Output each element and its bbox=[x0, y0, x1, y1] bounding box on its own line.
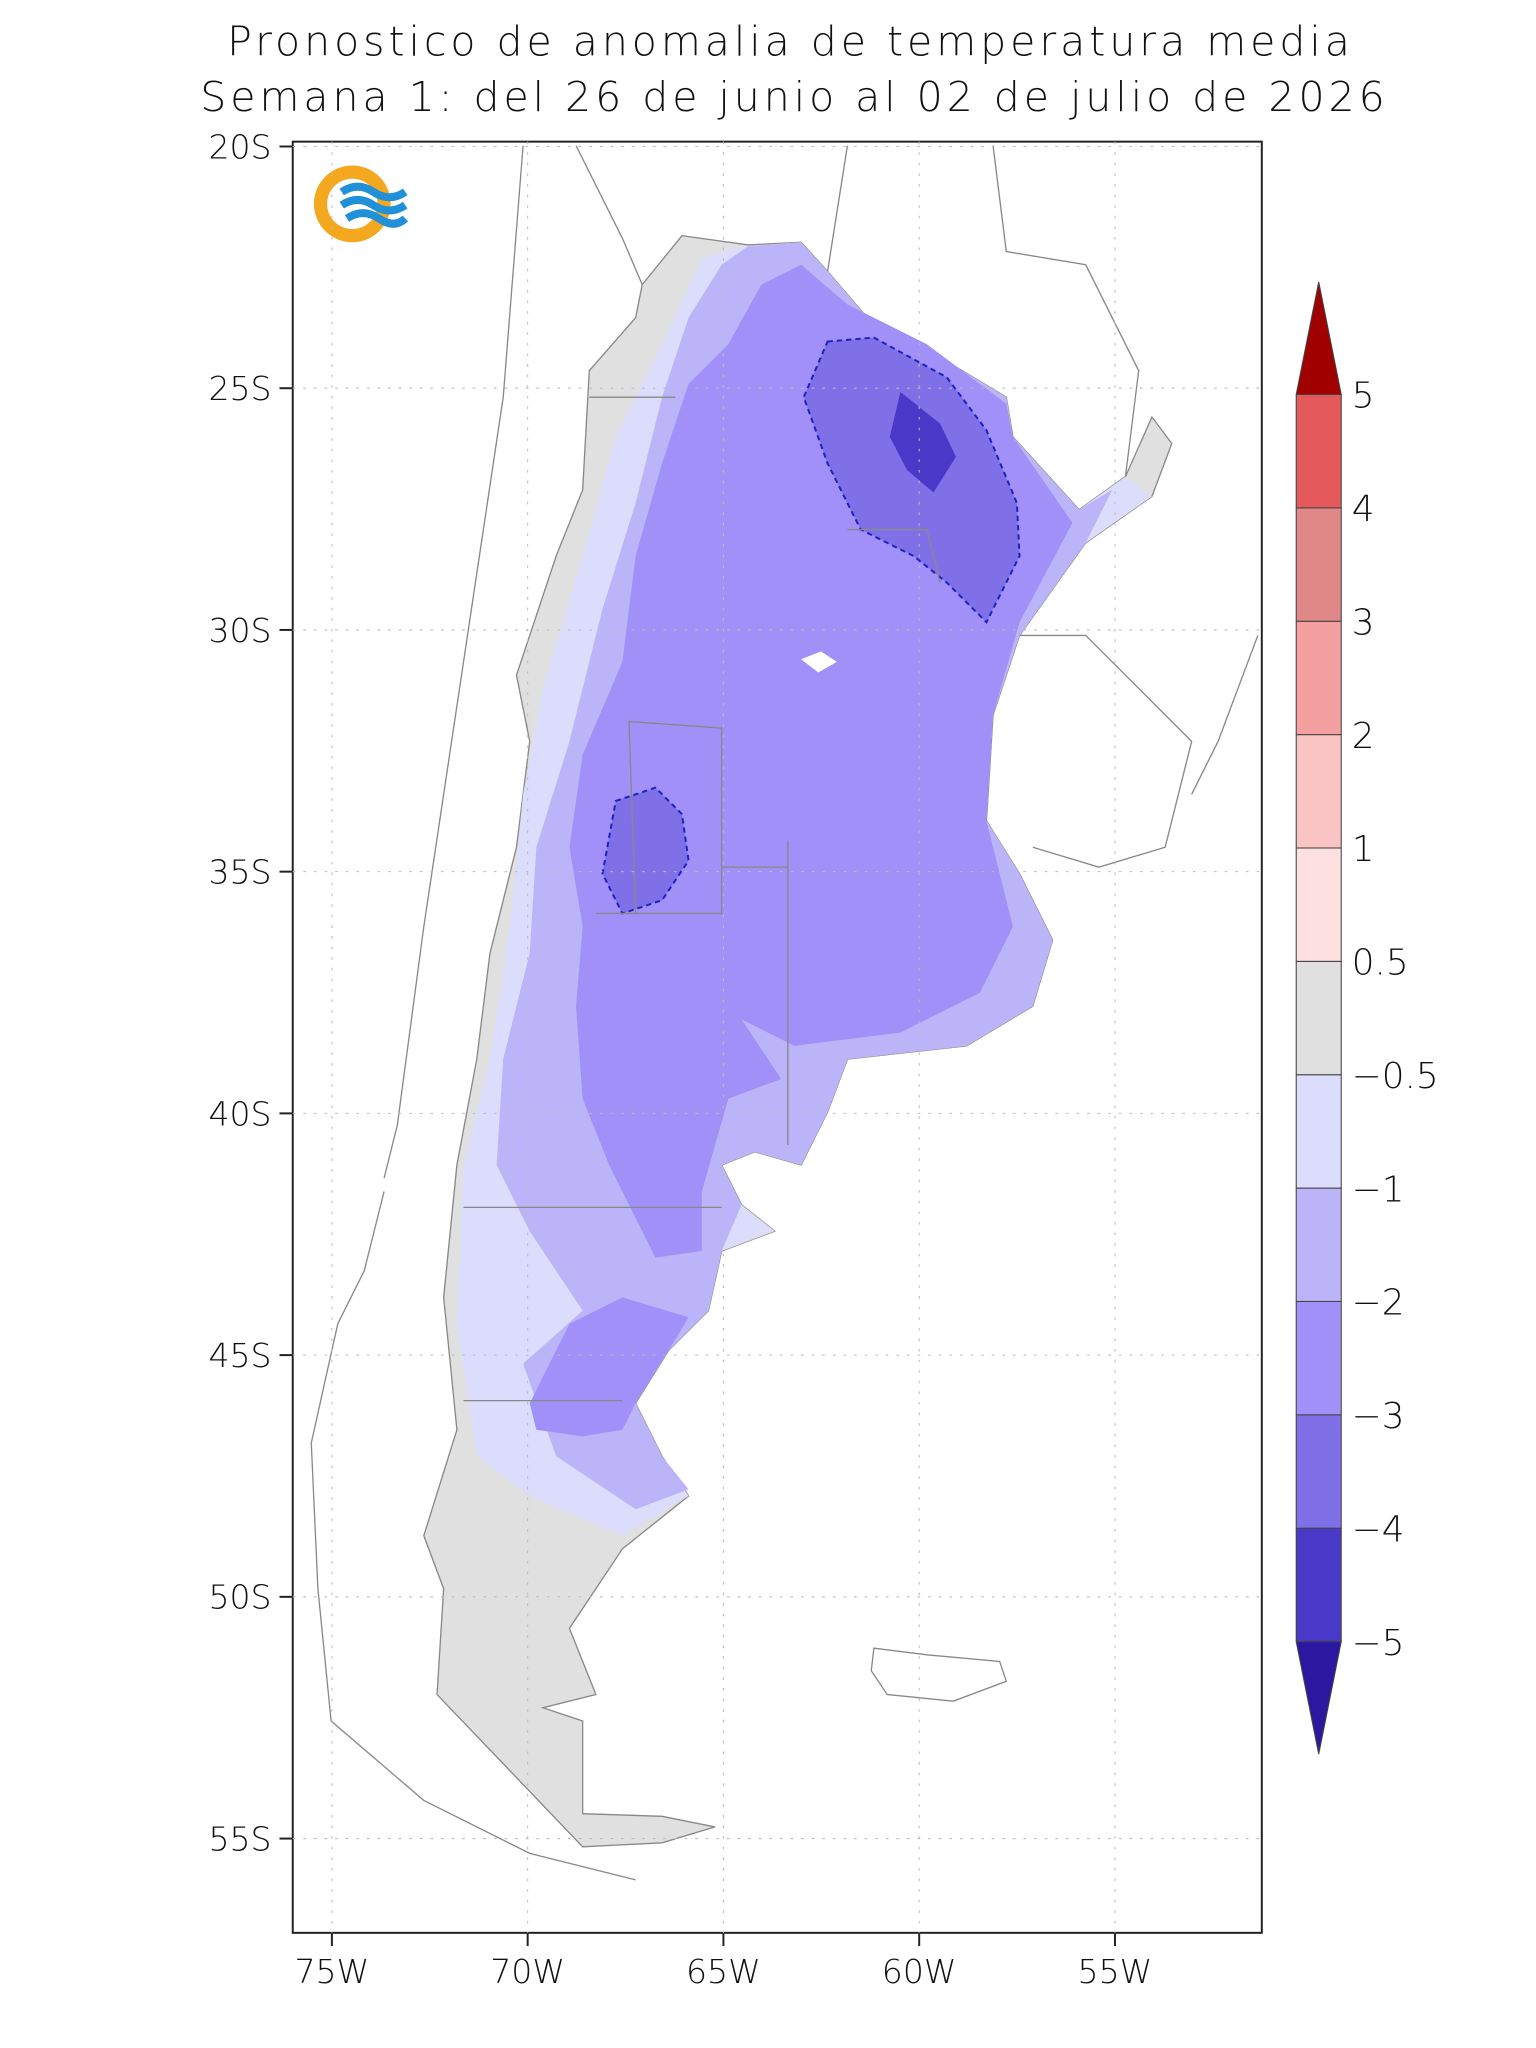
colorbar-label: 1 bbox=[1352, 829, 1375, 870]
colorbar-label: −1 bbox=[1352, 1169, 1405, 1210]
lat-tick-label: 40S bbox=[208, 1094, 271, 1133]
lon-tick-label: 70W bbox=[490, 1952, 565, 1991]
lat-tick-label: 25S bbox=[208, 369, 271, 408]
colorbar-label: 2 bbox=[1352, 716, 1375, 757]
colorbar-label: 3 bbox=[1352, 602, 1375, 643]
colorbar-box bbox=[1295, 620, 1342, 736]
lon-tick-label: 55W bbox=[1078, 1952, 1153, 1991]
colorbar-box bbox=[1295, 847, 1342, 962]
lat-tick-label: 50S bbox=[208, 1578, 271, 1617]
lake bbox=[801, 651, 837, 673]
colorbar-box bbox=[1295, 507, 1342, 622]
region-minus-4 bbox=[601, 786, 690, 915]
region-minus-5 bbox=[889, 391, 956, 493]
lat-tick-label: 35S bbox=[208, 853, 271, 892]
colorbar-label: −2 bbox=[1352, 1283, 1405, 1324]
colorbar-high-arrow bbox=[1295, 281, 1342, 396]
colorbar-box bbox=[1295, 1527, 1342, 1643]
lon-tick-label: 65W bbox=[686, 1952, 761, 1991]
logo-waves bbox=[339, 182, 409, 228]
colorbar-box bbox=[1295, 1074, 1342, 1189]
colorbar-low-arrow bbox=[1295, 1641, 1342, 1755]
border bbox=[463, 396, 941, 1402]
colorbar-box bbox=[1295, 734, 1342, 849]
colorbar-box bbox=[1295, 960, 1342, 1076]
colorbar-label: −5 bbox=[1352, 1623, 1405, 1664]
colorbar-label: 4 bbox=[1352, 489, 1375, 530]
lat-tick-label: 45S bbox=[208, 1336, 271, 1375]
colorbar-label: −4 bbox=[1352, 1509, 1405, 1550]
colorbar-label: −3 bbox=[1352, 1396, 1405, 1437]
logo-ring bbox=[313, 165, 391, 243]
map-frame bbox=[291, 140, 1263, 1934]
title-line: Semana 1: del 26 de junio al 02 de julio… bbox=[200, 73, 1388, 121]
region-minus-4 bbox=[802, 336, 1021, 624]
logo bbox=[313, 165, 409, 243]
colorbar: −5 −4 −3 −2 −1 −0.5 0.5 1 2 3 4 5 bbox=[1295, 281, 1439, 1755]
lat-tick-label: 55S bbox=[208, 1819, 271, 1858]
ticks: 20S 25S 30S 35S 40S 45S 50S 55S 75W 70W 65W 60W 55W bbox=[208, 127, 1262, 1991]
lat-tick-label: 20S bbox=[208, 127, 271, 166]
lon-tick-label: 75W bbox=[294, 1952, 369, 1991]
title-line: Pronostico de anomalia de temperatura me… bbox=[227, 18, 1354, 66]
colorbar-label: 5 bbox=[1352, 376, 1375, 417]
colorbar-box bbox=[1295, 393, 1342, 509]
lat-tick-label: 30S bbox=[208, 611, 271, 650]
lon-tick-label: 60W bbox=[882, 1952, 957, 1991]
colorbar-box bbox=[1295, 1187, 1342, 1302]
colorbar-label: −0.5 bbox=[1352, 1056, 1439, 1097]
coast bbox=[310, 1191, 1008, 1881]
map-area bbox=[310, 145, 1259, 1881]
colorbar-box bbox=[1295, 1414, 1342, 1529]
colorbar-label: 0.5 bbox=[1352, 943, 1409, 984]
region-minus-3 bbox=[529, 1297, 689, 1437]
border bbox=[383, 145, 1259, 1179]
colorbar-box bbox=[1295, 1300, 1342, 1416]
